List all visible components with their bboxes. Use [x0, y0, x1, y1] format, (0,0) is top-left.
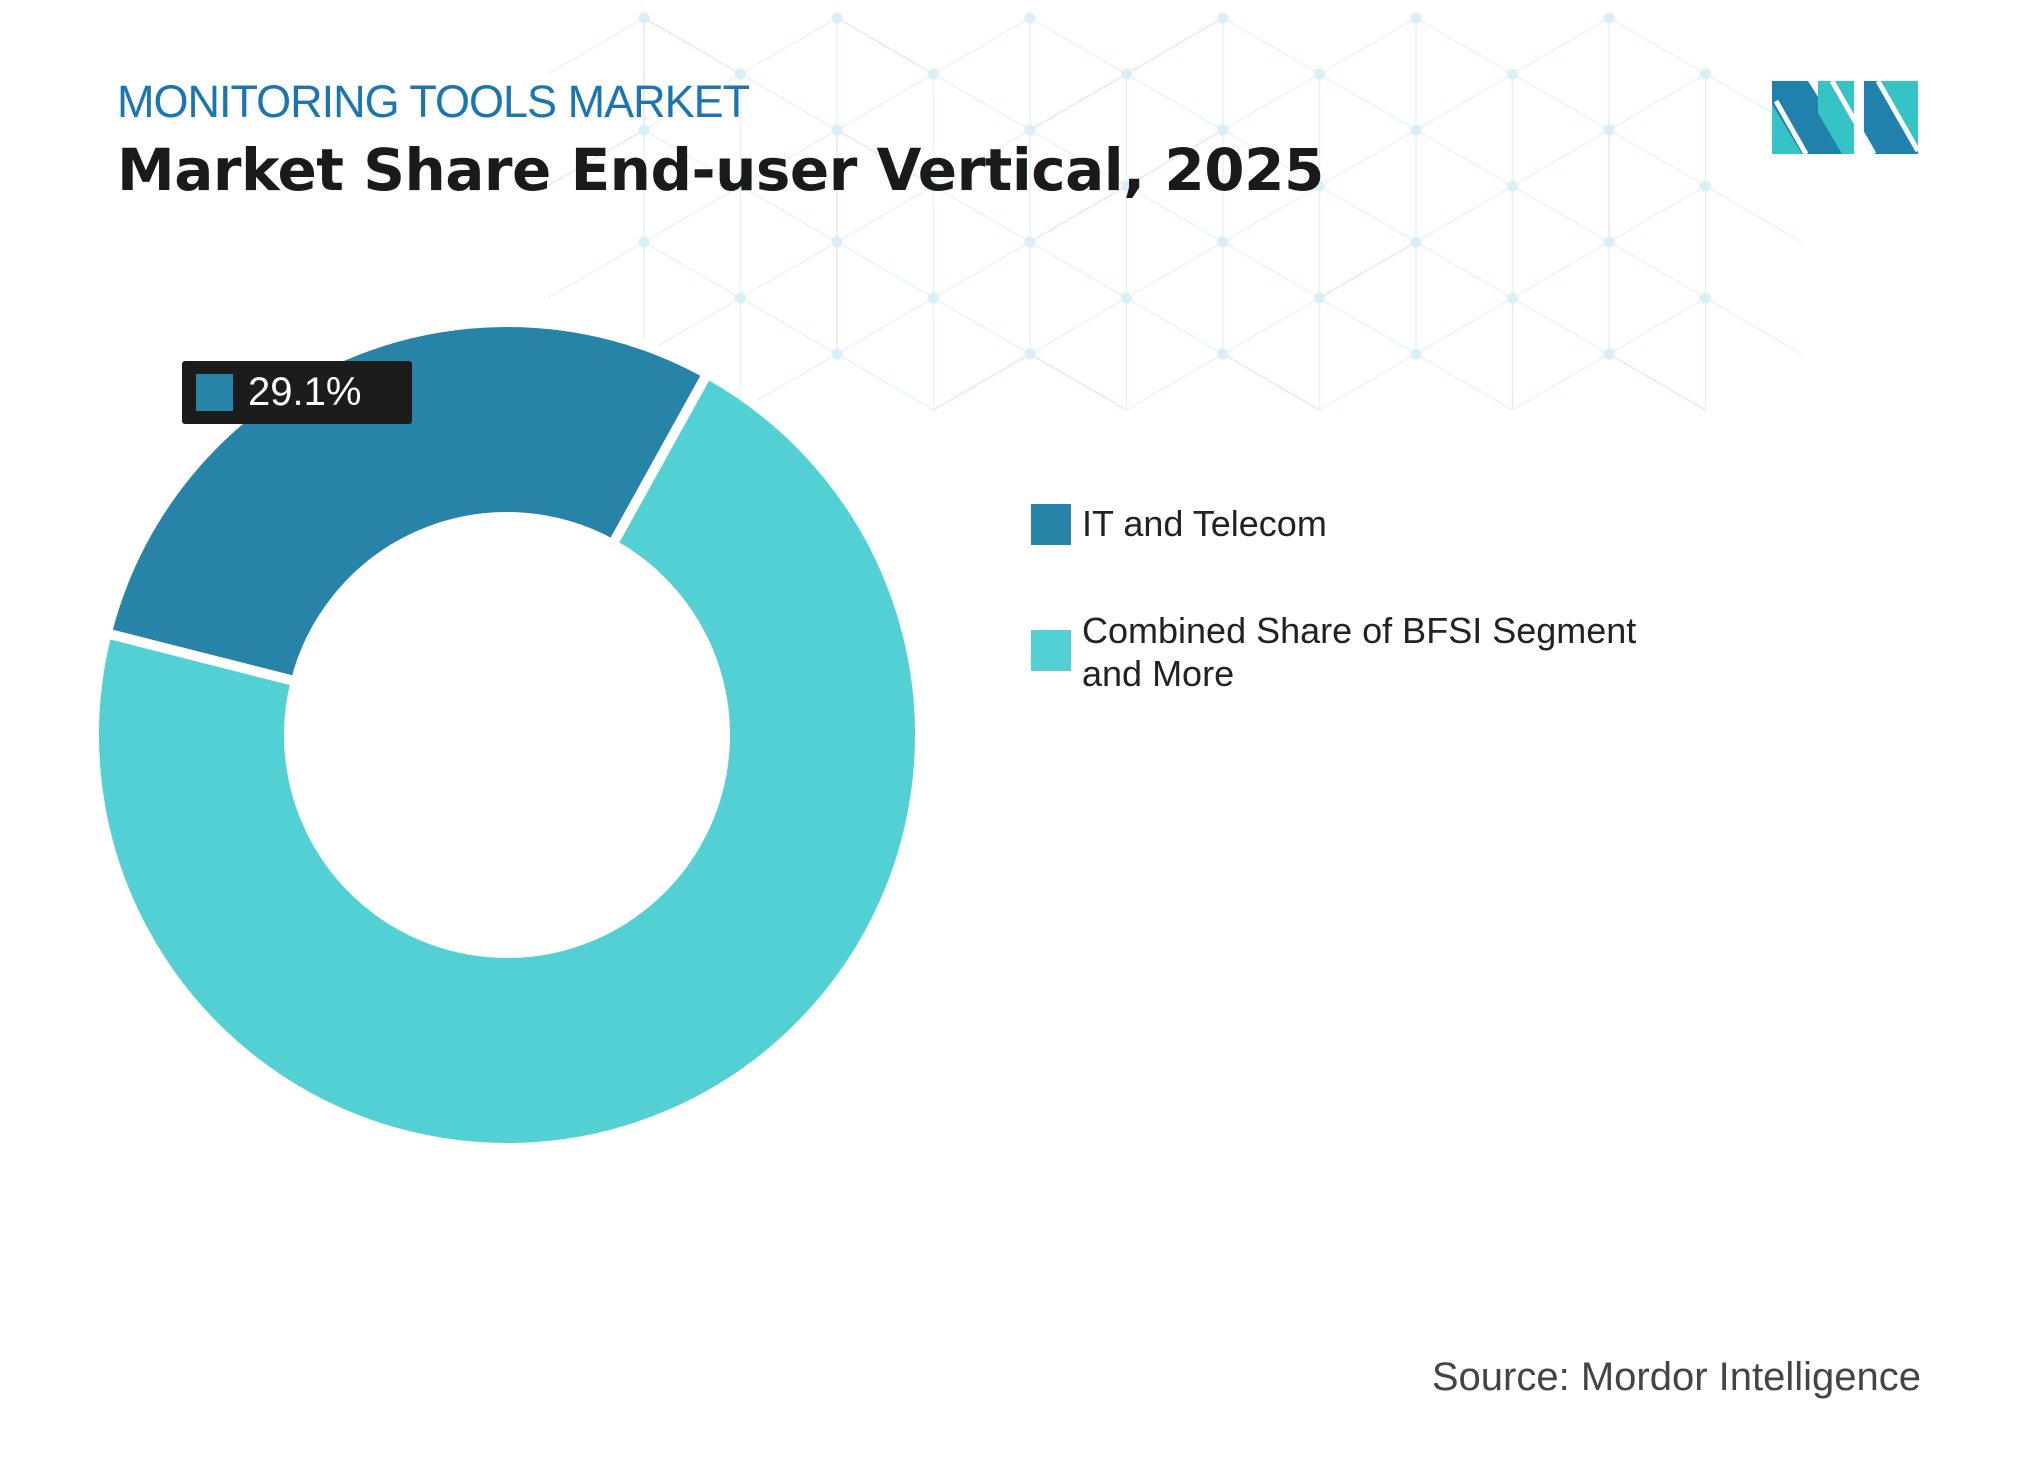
legend-label-line1: Combined Share of BFSI Segment [1082, 609, 1782, 652]
legend-label-line2: and More [1082, 652, 1782, 695]
data-label-text: 29.1% [248, 370, 361, 415]
data-label-it-telecom: 29.1% [182, 361, 412, 424]
legend-label: IT and Telecom [1082, 502, 1782, 545]
source-note: Source: Mordor Intelligence [1432, 1355, 1921, 1400]
data-label-swatch [196, 374, 233, 411]
legend-swatch [1031, 504, 1071, 545]
legend-swatch [1031, 630, 1071, 671]
legend-label: Combined Share of BFSI Segment and More [1082, 609, 1782, 695]
